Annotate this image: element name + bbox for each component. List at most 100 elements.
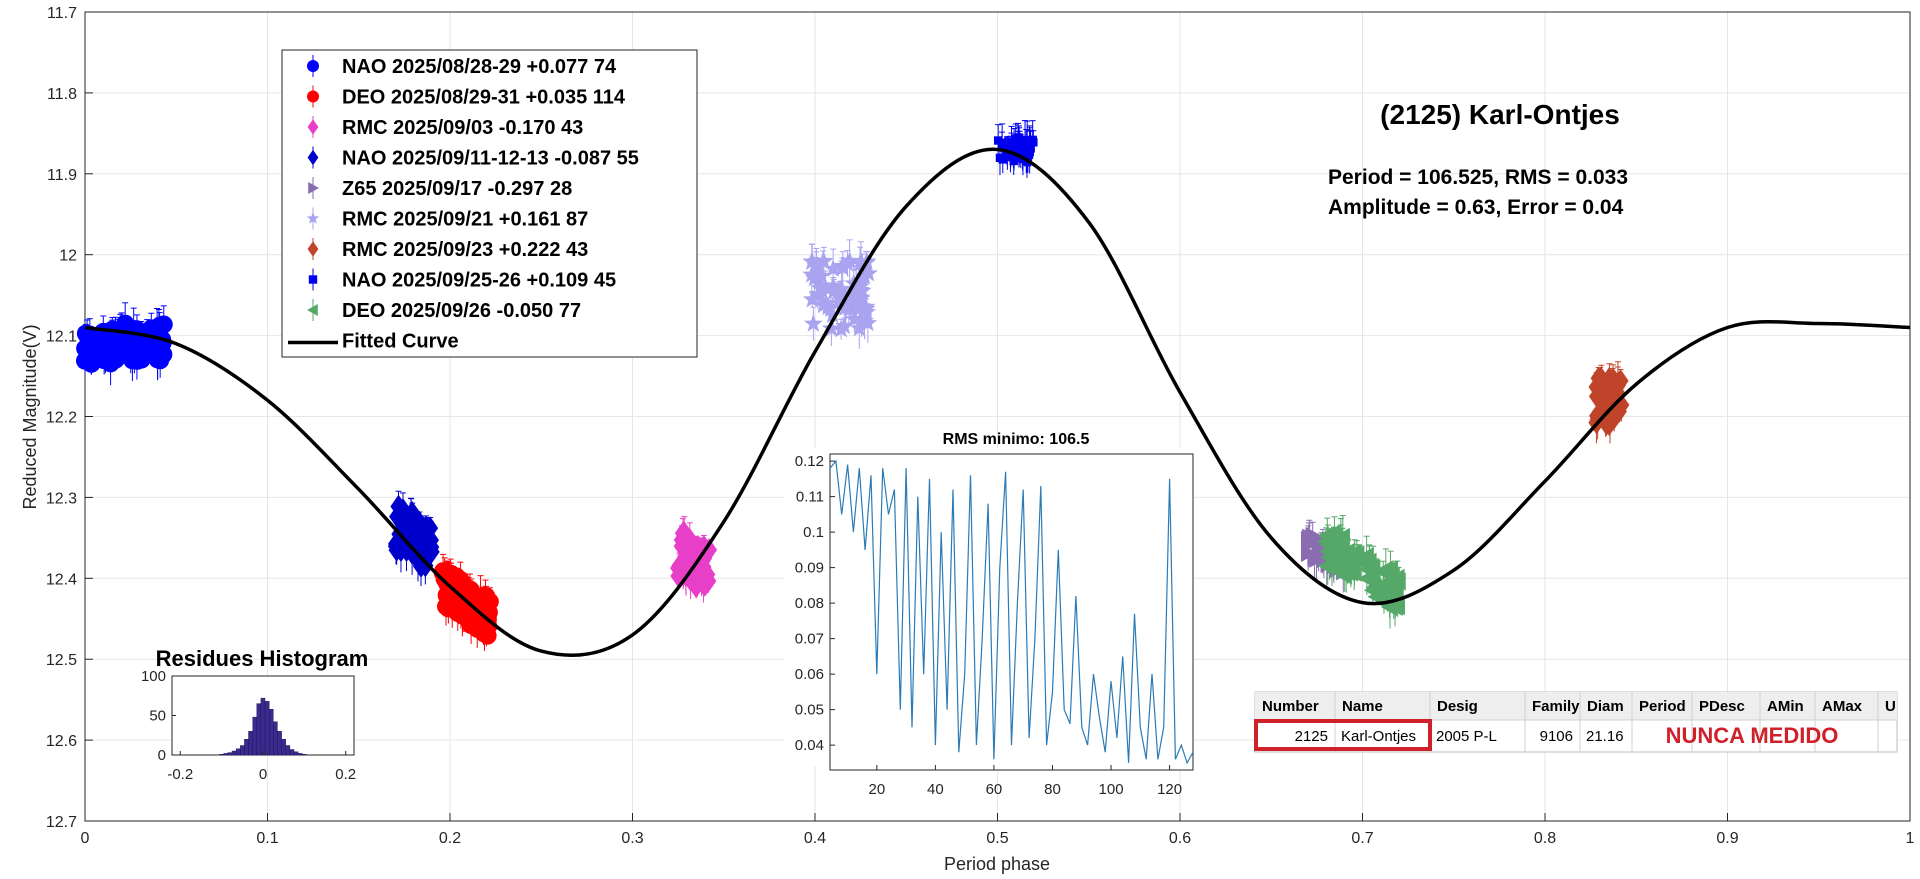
asteroid-info-table: Number Name Desig Family Diam Period PDesc AMin… [1254, 691, 1898, 753]
data-point [1376, 574, 1393, 593]
data-point [855, 311, 874, 329]
histogram-bar [302, 754, 307, 756]
histogram-title: Residues Histogram [156, 646, 369, 671]
data-point [387, 534, 405, 558]
data-point [838, 253, 857, 272]
data-point [851, 274, 870, 293]
table-header-family: Family [1532, 698, 1580, 715]
legend-marker-swatch [307, 241, 319, 257]
data-point [1357, 547, 1374, 566]
histogram-bar [281, 739, 286, 756]
histogram-bar [227, 752, 233, 756]
data-point [853, 301, 873, 320]
legend-marker-swatch [308, 275, 318, 284]
y-tick-label: 11.9 [47, 167, 77, 184]
histogram-bar [269, 709, 274, 756]
data-point [1601, 412, 1618, 436]
legend: NAO 2025/08/28-29 +0.077 74 DEO 2025/08/2… [281, 49, 698, 358]
y-tick-label: 12 [59, 248, 77, 265]
y-axis-label: Reduced Magnitude(V) [20, 324, 40, 509]
x-tick-label: 0.7 [1351, 830, 1373, 847]
table-header-amax: AMax [1822, 698, 1863, 715]
data-point [808, 285, 828, 304]
x-axis-label: Period phase [944, 854, 1050, 874]
histogram-y-tick-label: 0 [158, 747, 166, 764]
data-point [467, 606, 486, 625]
legend-entry-label: RMC 2025/09/23 +0.222 43 [342, 239, 588, 261]
amplitude-error-text: Amplitude = 0.63, Error = 0.04 [1328, 196, 1624, 219]
histogram-bar [273, 721, 278, 756]
x-tick-label: 0.8 [1534, 830, 1556, 847]
legend-entry-label: NAO 2025/08/28-29 +0.077 74 [342, 56, 617, 78]
data-point [822, 318, 841, 337]
data-point [1317, 556, 1334, 575]
data-point [94, 322, 113, 341]
data-point [804, 268, 824, 287]
rms-line [829, 459, 1194, 765]
legend-entry-label: Fitted Curve [342, 331, 459, 353]
histogram-bar [252, 716, 257, 756]
table-highlight-box [1254, 719, 1432, 751]
legend-entry-label: RMC 2025/09/21 +0.161 87 [342, 209, 588, 231]
data-point [814, 251, 834, 270]
data-point [700, 538, 718, 562]
table-header-desig: Desig [1437, 698, 1478, 715]
x-tick-label: 0.3 [621, 830, 643, 847]
x-tick-label: 0.1 [256, 830, 278, 847]
data-point [1378, 585, 1395, 604]
data-point [1007, 138, 1016, 147]
data-point [406, 542, 424, 567]
table-header-name: Name [1342, 698, 1383, 715]
data-point [417, 554, 434, 578]
y-tick-label: 12.1 [46, 329, 77, 346]
histogram-x-tick-label: 0.2 [335, 766, 356, 783]
table-cell: Karl-Ontjes [1341, 728, 1416, 745]
data-point [404, 501, 421, 525]
rms-x-tick-label: 60 [986, 781, 1003, 798]
data-point [852, 281, 872, 299]
histogram-bar [298, 753, 303, 756]
data-point [823, 259, 843, 277]
legend-marker-swatch [308, 182, 319, 194]
data-point [1311, 537, 1329, 556]
x-tick-label: 0 [81, 830, 90, 847]
rms-x-tick-label: 40 [927, 781, 944, 798]
data-point [689, 564, 706, 588]
rms-x-tick-label: 80 [1044, 781, 1061, 798]
data-point [682, 546, 699, 570]
data-point [1009, 145, 1019, 154]
legend-entry-label: Z65 2025/09/17 -0.297 28 [342, 178, 572, 200]
rms-y-tick-label: 0.07 [795, 631, 824, 648]
histogram-bar [244, 739, 249, 756]
data-point [829, 287, 849, 305]
data-point [855, 266, 874, 285]
histogram-x-tick-label: 0 [259, 766, 267, 783]
legend-marker-swatch [307, 60, 319, 72]
x-tick-label: 0.6 [1169, 830, 1191, 847]
data-point [1003, 148, 1012, 158]
histogram-bar [231, 750, 237, 756]
table-cell: 9106 [1540, 728, 1573, 745]
status-note: NUNCA MEDIDO [1666, 723, 1839, 748]
x-tick-label: 1 [1906, 830, 1915, 847]
series-points-8 [1317, 515, 1406, 629]
table-header-pdesc: PDesc [1699, 698, 1745, 715]
histogram-bar [264, 701, 270, 756]
data-point [1345, 562, 1362, 581]
histogram-bar [219, 754, 224, 756]
legend-entry-label: NAO 2025/09/11-12-13 -0.087 55 [342, 148, 639, 170]
legend-entry-label: RMC 2025/09/03 -0.170 43 [342, 117, 583, 139]
data-point [836, 295, 856, 314]
data-point [1013, 139, 1023, 149]
rms-y-tick-label: 0.04 [795, 737, 824, 754]
rms-y-tick-label: 0.09 [795, 560, 824, 577]
y-tick-label: 12.7 [46, 814, 77, 831]
data-point [696, 546, 713, 570]
histogram-bar [277, 731, 282, 756]
data-point [816, 277, 835, 296]
rms-y-tick-label: 0.11 [796, 489, 824, 506]
x-tick-label: 0.4 [804, 830, 826, 847]
data-point [832, 279, 851, 298]
